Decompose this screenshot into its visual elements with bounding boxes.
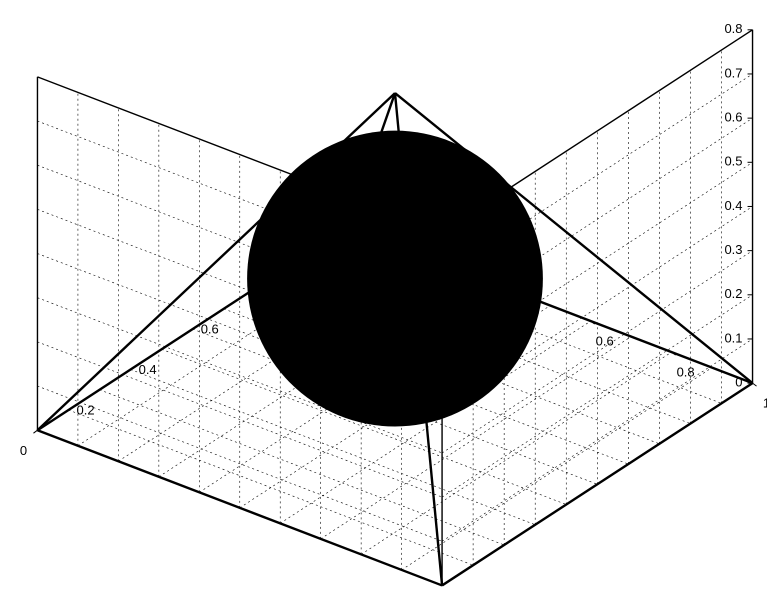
tick-label: 0.4: [515, 303, 533, 318]
tick-label: 0: [735, 375, 742, 390]
tick-label: 1: [330, 240, 337, 255]
tick-label: 0.2: [434, 272, 452, 287]
tick-label: 0.4: [724, 198, 742, 213]
tick-label: 1: [763, 396, 767, 411]
tick-label: 0.2: [724, 286, 742, 301]
tick-label: 0: [358, 240, 365, 255]
tick-label: 0.1: [724, 330, 742, 345]
tick-label: 0.8: [263, 281, 281, 296]
sphere: [247, 131, 543, 427]
tick-label: 0.6: [724, 110, 742, 125]
tick-label: 0.6: [596, 334, 614, 349]
tick-label: 0.8: [677, 365, 695, 380]
matlab-3d-plot: 0 0.2 0.4 0.6 0.8 1 0 0.2 0.4 0.6 0.8 1 0 0.1 0.2 0.3 0.…: [0, 0, 767, 606]
tick-label: 0.6: [201, 321, 219, 336]
tick-label: 0.3: [724, 242, 742, 257]
tick-label: 0.4: [139, 362, 157, 377]
tick-label: 0.5: [724, 154, 742, 169]
tick-label: 0: [20, 443, 27, 458]
tick-label: 0.2: [77, 402, 95, 417]
tick-label: 0.7: [724, 65, 742, 80]
tick-label: 0.8: [724, 21, 742, 36]
